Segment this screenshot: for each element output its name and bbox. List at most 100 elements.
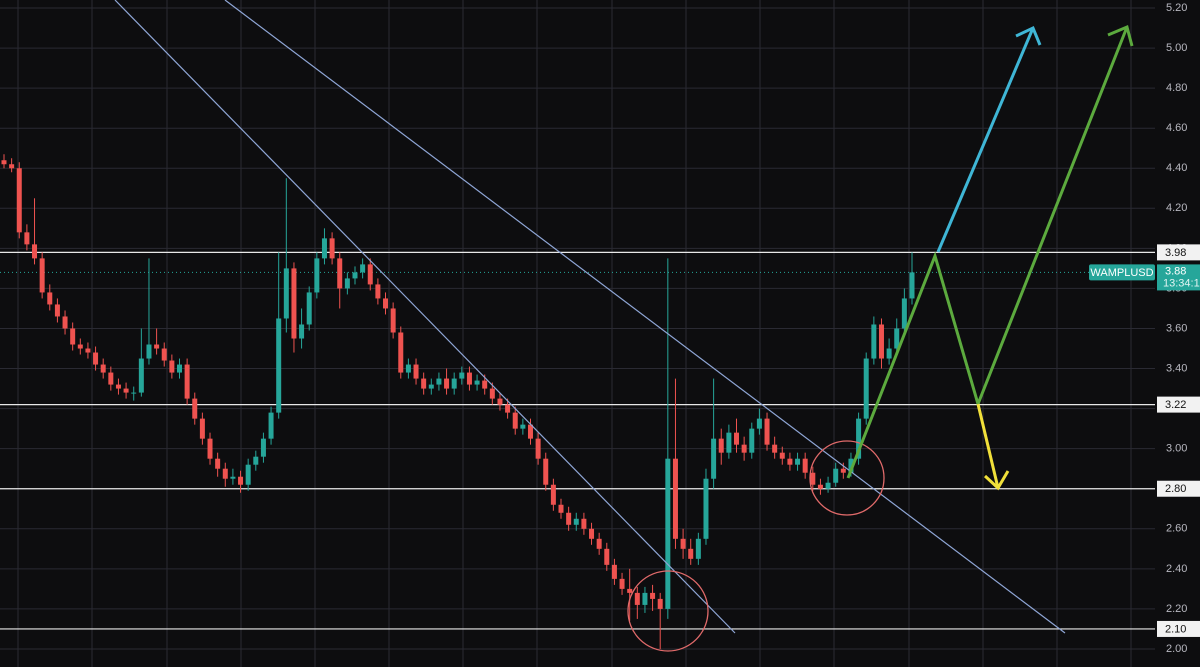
projection-path	[846, 26, 1129, 479]
candle-body	[596, 538, 602, 549]
candle-body	[672, 458, 678, 539]
candle-body	[329, 238, 335, 259]
trend-line	[224, 0, 1066, 634]
levels	[0, 251, 1200, 630]
candle-body	[703, 478, 709, 539]
candle-body	[543, 458, 549, 485]
candle-body	[283, 268, 289, 319]
candle-body	[115, 384, 121, 389]
candle-body	[62, 316, 68, 329]
candle-body	[260, 438, 266, 457]
candle-body	[573, 518, 579, 525]
y-tick-label: 4.20	[1166, 202, 1187, 214]
candle-body	[390, 308, 396, 333]
candle-body	[451, 378, 457, 389]
highlight-circle	[627, 570, 709, 652]
candle-body	[680, 538, 686, 549]
candle-body	[85, 348, 91, 353]
candle-body	[337, 258, 343, 289]
candle-body	[352, 272, 358, 279]
y-tick-label: 2.20	[1166, 603, 1187, 615]
candle-body	[482, 380, 488, 389]
y-tick-label: 5.20	[1166, 2, 1187, 14]
candle-body	[436, 378, 442, 385]
drawings	[114, 0, 1134, 652]
candle-body	[428, 384, 434, 389]
candle-body	[840, 468, 846, 473]
arrow-head	[1107, 24, 1134, 47]
candle-body	[665, 458, 671, 609]
candle-body	[489, 388, 495, 399]
candle-body	[520, 424, 526, 429]
candle-body	[360, 264, 366, 273]
candle-body	[558, 504, 564, 513]
candle-body	[909, 272, 915, 299]
level-label: 3.98	[1165, 247, 1186, 259]
level-label: 3.22	[1165, 399, 1186, 411]
symbol-tag	[1089, 264, 1155, 281]
candle-body	[405, 364, 411, 373]
candle-body	[207, 438, 213, 459]
y-tick-label: 3.60	[1166, 322, 1187, 334]
candle-body	[321, 238, 327, 259]
level-tag	[1157, 480, 1200, 497]
candle-body	[314, 258, 320, 293]
candle-body	[77, 344, 83, 349]
symbol-label: WAMPLUSD	[1090, 267, 1153, 279]
candle-body	[131, 392, 137, 394]
candle-body	[833, 468, 839, 483]
candle-body	[24, 232, 30, 245]
candle-body	[871, 324, 877, 359]
candle-body	[161, 348, 167, 361]
y-tick-label: 2.40	[1166, 563, 1187, 575]
candle-body	[650, 592, 656, 599]
candle-body	[291, 268, 297, 339]
candle-body	[527, 424, 533, 439]
candle-body	[886, 348, 892, 359]
arrow-head	[1015, 25, 1042, 46]
candle-body	[459, 372, 465, 379]
y-tick-label: 5.00	[1166, 42, 1187, 54]
candle-body	[184, 364, 190, 399]
candle-body	[688, 548, 694, 559]
candle-body	[9, 164, 15, 169]
price-axis	[1155, 0, 1200, 667]
candle-body	[848, 458, 854, 473]
candle-body	[253, 456, 259, 465]
highlight-circle	[809, 440, 885, 516]
candle-body	[878, 324, 884, 359]
candle-body	[16, 168, 22, 233]
candle-body	[581, 518, 587, 529]
candle-body	[474, 380, 480, 385]
y-tick-label: 3.40	[1166, 362, 1187, 374]
candle-body	[238, 476, 244, 485]
y-tick-label: 2.60	[1166, 523, 1187, 535]
candle-body	[192, 398, 198, 419]
candle-body	[642, 592, 648, 605]
horizontal-grid	[0, 7, 1155, 650]
candle-body	[93, 352, 99, 365]
candle-body	[222, 468, 228, 479]
candle-body	[772, 444, 778, 453]
candle-body	[169, 360, 175, 373]
trend-line	[114, 0, 736, 634]
candle-body	[802, 458, 808, 473]
candle-body	[497, 398, 503, 405]
candle-body	[100, 364, 106, 373]
candle-body	[611, 564, 617, 579]
candle-body	[901, 298, 907, 329]
candle-body	[734, 432, 740, 445]
candle-body	[54, 304, 60, 317]
candle-body	[863, 358, 869, 419]
candle-body	[123, 388, 129, 393]
projection-arrow	[976, 403, 1000, 489]
candle-body	[604, 548, 610, 565]
candle-body	[756, 418, 762, 429]
candle-body	[367, 264, 373, 285]
candle-body	[856, 418, 862, 459]
y-tick-label: 2.00	[1166, 643, 1187, 655]
level-tag	[1157, 620, 1200, 637]
level-label: 2.10	[1165, 623, 1186, 635]
